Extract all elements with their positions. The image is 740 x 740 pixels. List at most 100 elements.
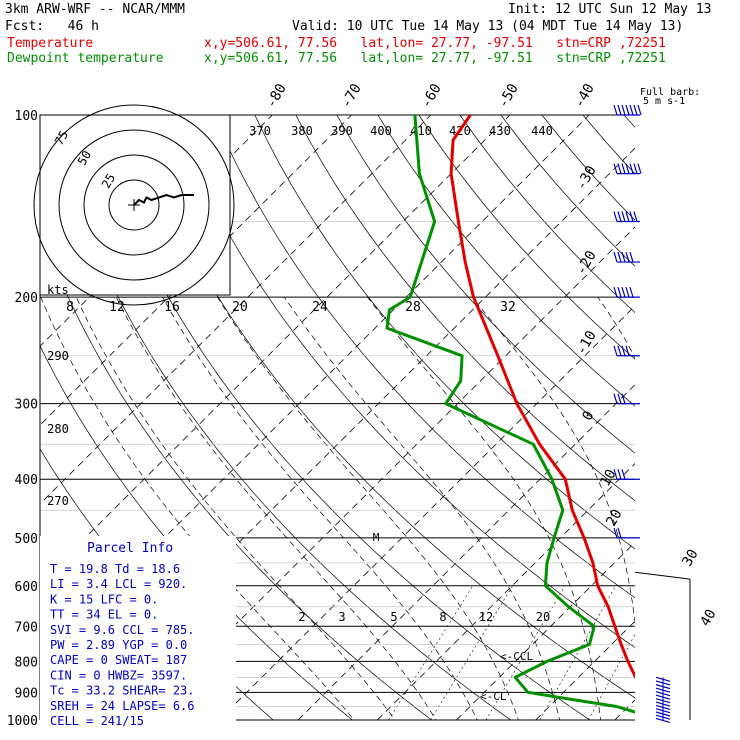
parcel-info-panel <box>40 536 236 726</box>
moist-adiabat <box>721 297 740 733</box>
mixing-ratio-line <box>485 585 566 720</box>
wind-barb-flag <box>613 163 618 174</box>
isotherm-label--80: -80 <box>263 81 290 111</box>
wind-barb-flag <box>621 251 626 263</box>
dry-adiabat <box>49 115 512 720</box>
isotherm-label--70: -70 <box>338 81 365 111</box>
mixing-ratio-line <box>388 585 474 720</box>
wind-barb-flag <box>621 163 626 174</box>
wind-barb-flag <box>625 345 630 356</box>
pressure-tick-1000: 1000 <box>7 714 38 729</box>
wind-barb-flag <box>621 211 626 222</box>
speed-scale-20: 20 <box>232 300 248 315</box>
wind-barb-flag <box>621 393 626 404</box>
mixing-label-2: 2 <box>298 610 305 624</box>
theta-label-410: 410 <box>410 124 432 138</box>
parcel-info-row: CELL = 241/15 <box>50 714 144 728</box>
dry-adiabat <box>90 115 591 720</box>
isotherm <box>614 699 635 720</box>
wind-barb-flag <box>625 286 630 298</box>
dewpoint-location: x,y=506.61, 77.56 lat,lon= 27.77, -97.51… <box>204 51 666 66</box>
dry-adiabat <box>418 115 635 360</box>
theta-label-390: 390 <box>331 124 353 138</box>
parcel-info-row: CAPE = 0 SWEAT= 187 <box>50 653 187 667</box>
pressure-tick-800: 800 <box>15 655 38 670</box>
parcel-info-title: Parcel Info <box>87 541 173 556</box>
moist-adiabat <box>162 296 478 720</box>
isotherm-label-30: 30 <box>679 547 701 570</box>
dry-adiabat <box>377 115 635 407</box>
theta-label-430: 430 <box>489 124 511 138</box>
wind-barb-flag <box>617 345 622 356</box>
pressure-tick-500: 500 <box>15 532 38 547</box>
wind-barb-flag <box>629 251 634 263</box>
temperature-trace <box>449 115 635 680</box>
dewpoint-legend: Dewpoint temperature <box>7 51 164 66</box>
hodograph-ring <box>83 154 185 256</box>
hodograph-ring <box>33 104 235 306</box>
wind-barb-flag <box>621 286 626 298</box>
wind-barb-flag <box>617 393 622 404</box>
forecast-hour: Fcst: 46 h <box>5 19 99 34</box>
isotherm <box>40 115 352 426</box>
wind-barb-flag <box>633 163 638 174</box>
parcel-info-row: T = 19.8 Td = 18.6 <box>50 562 180 576</box>
dry-adiabat <box>582 115 635 175</box>
parcel-info-row: PW = 2.89 YGP = 0.0 <box>50 638 187 652</box>
moist-adiabat <box>40 296 355 720</box>
mixing-label-3: 3 <box>338 610 345 624</box>
wind-barb-flag <box>621 345 626 356</box>
lcl-marker: <-CL <box>480 690 507 703</box>
isotherm <box>218 305 635 720</box>
wind-barb-flag <box>617 469 622 480</box>
temperature-legend: Temperature <box>7 36 94 51</box>
wind-barb-flag <box>621 469 626 480</box>
wind-barb-flag <box>613 104 618 116</box>
wind-barb-flag <box>629 163 634 174</box>
isotherm <box>377 462 635 720</box>
wind-barb-flag <box>625 163 630 174</box>
dry-adiabat <box>213 115 635 599</box>
wind-barb-flag <box>617 286 622 298</box>
dry-adiabat <box>665 115 740 733</box>
pressure-tick-100: 100 <box>15 109 38 124</box>
dry-adiabat <box>541 115 635 221</box>
parcel-info-row: SVI = 9.6 CCL = 785. <box>50 623 195 637</box>
parcel-info-row: SREH = 24 LAPSE= 6.6 <box>50 699 195 713</box>
wind-barb-flag <box>613 345 618 356</box>
pressure-tick-600: 600 <box>15 580 38 595</box>
isotherm-label--20: -20 <box>573 248 600 278</box>
dry-adiabat <box>131 115 635 699</box>
isotherm <box>40 115 511 584</box>
isotherm-label--50: -50 <box>495 81 522 111</box>
dry-adiabat <box>336 115 635 454</box>
moist-adiabat <box>217 296 519 720</box>
moist-adiabat <box>75 296 396 720</box>
hodograph-ring-label-75: 75 <box>52 128 71 148</box>
valid-time: Valid: 10 UTC Tue 14 May 13 (04 MDT Tue … <box>292 19 684 34</box>
isotherm <box>456 541 635 720</box>
dry-adiabat <box>623 115 635 128</box>
wind-barb-flag <box>617 527 622 539</box>
wind-barb-flag <box>617 211 622 222</box>
hodograph-ring-label-25: 25 <box>99 171 118 191</box>
model-title: 3km ARW-WRF -- NCAR/MMM <box>5 2 186 17</box>
hodograph-kts-label: kts <box>47 283 69 297</box>
wind-barb-flag <box>629 104 634 116</box>
wind-barb-flag <box>617 163 622 174</box>
speed-scale-24: 24 <box>312 300 328 315</box>
pressure-tick-900: 900 <box>15 686 38 701</box>
dry-adiabat <box>40 227 433 720</box>
wind-barb-flag <box>613 527 618 539</box>
mixing-label-20: 20 <box>536 610 550 624</box>
speed-scale-28: 28 <box>405 300 421 315</box>
wind-barb-flag <box>617 251 622 263</box>
isotherm-label--10: -10 <box>573 328 600 358</box>
wind-barb-flag <box>637 104 642 116</box>
barb-legend-units: 5 m s-1 <box>643 96 685 107</box>
parcel-info-row: Tc = 33.2 SHEAR= 23. <box>50 684 195 698</box>
speed-scale-16: 16 <box>164 300 180 315</box>
wind-barb-flag <box>633 104 638 116</box>
right-edge-top <box>634 571 691 580</box>
wind-barb-flag <box>625 251 630 263</box>
